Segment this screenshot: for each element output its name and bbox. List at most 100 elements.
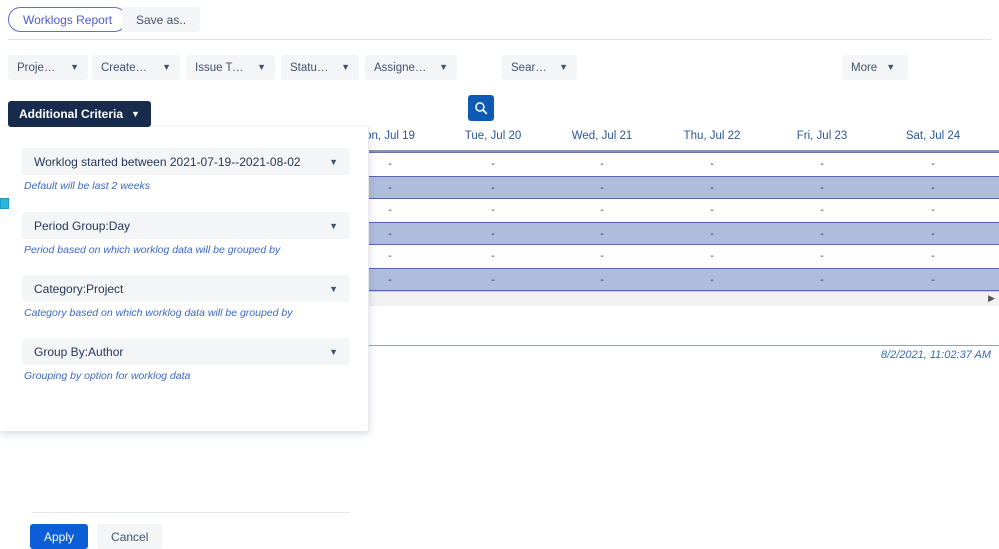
- filter-bar: Project:... ▼ Created: ... ▼ Issue Typ..…: [0, 40, 999, 121]
- table-header-row: on, Jul 19 Tue, Jul 20 Wed, Jul 21 Thu, …: [0, 126, 999, 153]
- chevron-down-icon: ▼: [329, 220, 338, 231]
- criteria-category: Category:Project ▼ Category based on whi…: [22, 275, 350, 319]
- table-cell: -: [931, 159, 935, 170]
- table-cell: -: [491, 229, 495, 240]
- chevron-down-icon: ▼: [257, 62, 266, 72]
- table-cell: -: [820, 183, 824, 194]
- more-button[interactable]: More ▼: [842, 55, 908, 80]
- table-cell: -: [600, 275, 604, 286]
- row-color-marker-inner: [1, 199, 8, 208]
- table-cell: -: [491, 251, 495, 262]
- table-cell: -: [820, 159, 824, 170]
- criteria-worklog-date-range-select[interactable]: Worklog started between 2021-07-19--2021…: [22, 148, 350, 175]
- chevron-down-icon: ▼: [341, 62, 350, 72]
- table-cell: -: [710, 205, 714, 216]
- column-header-date: Wed, Jul 21: [571, 130, 633, 142]
- filter-created-label: Created: ...: [101, 61, 154, 74]
- table-cell: -: [931, 275, 935, 286]
- filter-status[interactable]: Status:... ▼: [281, 55, 359, 80]
- filter-search-label: Searc...: [511, 61, 551, 74]
- save-as-label: Save as..: [136, 12, 187, 27]
- table-cell: -: [600, 183, 604, 194]
- panel-button-row: Apply Cancel: [30, 524, 163, 549]
- table-cell: -: [491, 205, 495, 216]
- column-header-date: Thu, Jul 22: [683, 130, 741, 142]
- cancel-button[interactable]: Cancel: [97, 524, 163, 549]
- apply-button-label: Apply: [44, 529, 75, 544]
- column-header-date: Tue, Jul 20: [464, 130, 522, 142]
- search-button[interactable]: [468, 95, 494, 121]
- table-cell: -: [931, 229, 935, 240]
- filter-project-label: Project:...: [17, 61, 62, 74]
- more-button-label: More: [851, 61, 878, 74]
- table-cell: -: [388, 229, 392, 240]
- report-footer-divider: [112, 345, 999, 346]
- additional-criteria-panel: Worklog started between 2021-07-19--2021…: [0, 127, 369, 549]
- table-header-underline-2: [0, 152, 999, 153]
- filter-project[interactable]: Project:... ▼: [8, 55, 88, 80]
- cancel-button-label: Cancel: [111, 529, 149, 544]
- table-cell: -: [931, 251, 935, 262]
- table-cell: -: [820, 229, 824, 240]
- table-row[interactable]: - - - - - -: [0, 199, 999, 222]
- scroll-right-arrow-icon[interactable]: ▶: [988, 293, 995, 303]
- criteria-category-hint: Category based on which worklog data wil…: [24, 307, 293, 319]
- criteria-period-group-hint: Period based on which worklog data will …: [24, 244, 281, 256]
- table-cell: -: [820, 251, 824, 262]
- criteria-group-by-hint: Grouping by option for worklog data: [24, 370, 191, 382]
- table-cell: -: [710, 229, 714, 240]
- table-cell: -: [820, 275, 824, 286]
- table-cell: -: [600, 251, 604, 262]
- table-cell: -: [491, 183, 495, 194]
- table-cell: -: [491, 275, 495, 286]
- criteria-period-group-value: Period Group:Day: [34, 218, 131, 233]
- table-cell: -: [388, 275, 392, 286]
- table-cell: -: [600, 205, 604, 216]
- table-cell: -: [491, 159, 495, 170]
- chevron-down-icon: ▼: [886, 62, 896, 72]
- criteria-period-group-select[interactable]: Period Group:Day ▼: [22, 212, 350, 239]
- additional-criteria-label: Additional Criteria: [19, 107, 124, 121]
- tab-worklogs-report[interactable]: Worklogs Report: [8, 7, 128, 32]
- table-row[interactable]: - - - - - -: [0, 153, 999, 176]
- chevron-down-icon: ▼: [329, 156, 338, 167]
- column-header-date: on, Jul 19: [365, 130, 415, 142]
- table-row[interactable]: - - - - - -: [0, 245, 999, 268]
- chevron-down-icon: ▼: [329, 346, 338, 357]
- filter-search[interactable]: Searc... ▼: [502, 55, 577, 80]
- additional-criteria-button[interactable]: Additional Criteria ▼: [8, 101, 151, 127]
- table-cell: -: [820, 205, 824, 216]
- criteria-group-by: Group By:Author ▼ Grouping by option for…: [22, 338, 350, 382]
- chevron-down-icon: ▼: [70, 62, 79, 72]
- filter-created[interactable]: Created: ... ▼: [92, 55, 180, 80]
- table-cell: -: [710, 183, 714, 194]
- table-cell: -: [710, 159, 714, 170]
- criteria-group-by-select[interactable]: Group By:Author ▼: [22, 338, 350, 365]
- filter-assignee-label: Assignee:...: [374, 61, 431, 74]
- table-cell: -: [600, 159, 604, 170]
- table-header-underline: [0, 150, 999, 152]
- chevron-down-icon: ▼: [439, 62, 448, 72]
- save-as-button[interactable]: Save as..: [122, 7, 201, 32]
- criteria-worklog-date-range: Worklog started between 2021-07-19--2021…: [22, 148, 350, 192]
- table-cell: -: [931, 183, 935, 194]
- tab-bar-divider: [8, 39, 991, 40]
- criteria-category-select[interactable]: Category:Project ▼: [22, 275, 350, 302]
- criteria-group-by-value: Group By:Author: [34, 344, 124, 359]
- search-icon: [474, 101, 488, 115]
- table-cell: -: [931, 205, 935, 216]
- filter-issue-type-label: Issue Typ...: [195, 61, 249, 74]
- chevron-down-icon: ▼: [131, 108, 140, 119]
- table-cell: -: [388, 251, 392, 262]
- table-cell: -: [600, 229, 604, 240]
- table-cell: -: [710, 251, 714, 262]
- row-color-marker: [0, 198, 9, 209]
- report-timestamp: 8/2/2021, 11:02:37 AM: [880, 349, 991, 361]
- filter-issue-type[interactable]: Issue Typ... ▼: [186, 55, 275, 80]
- chevron-down-icon: ▼: [162, 62, 171, 72]
- table-cell: -: [388, 183, 392, 194]
- filter-assignee[interactable]: Assignee:... ▼: [365, 55, 457, 80]
- panel-divider: [32, 512, 350, 513]
- tab-worklogs-report-label: Worklogs Report: [23, 12, 113, 27]
- apply-button[interactable]: Apply: [30, 524, 89, 549]
